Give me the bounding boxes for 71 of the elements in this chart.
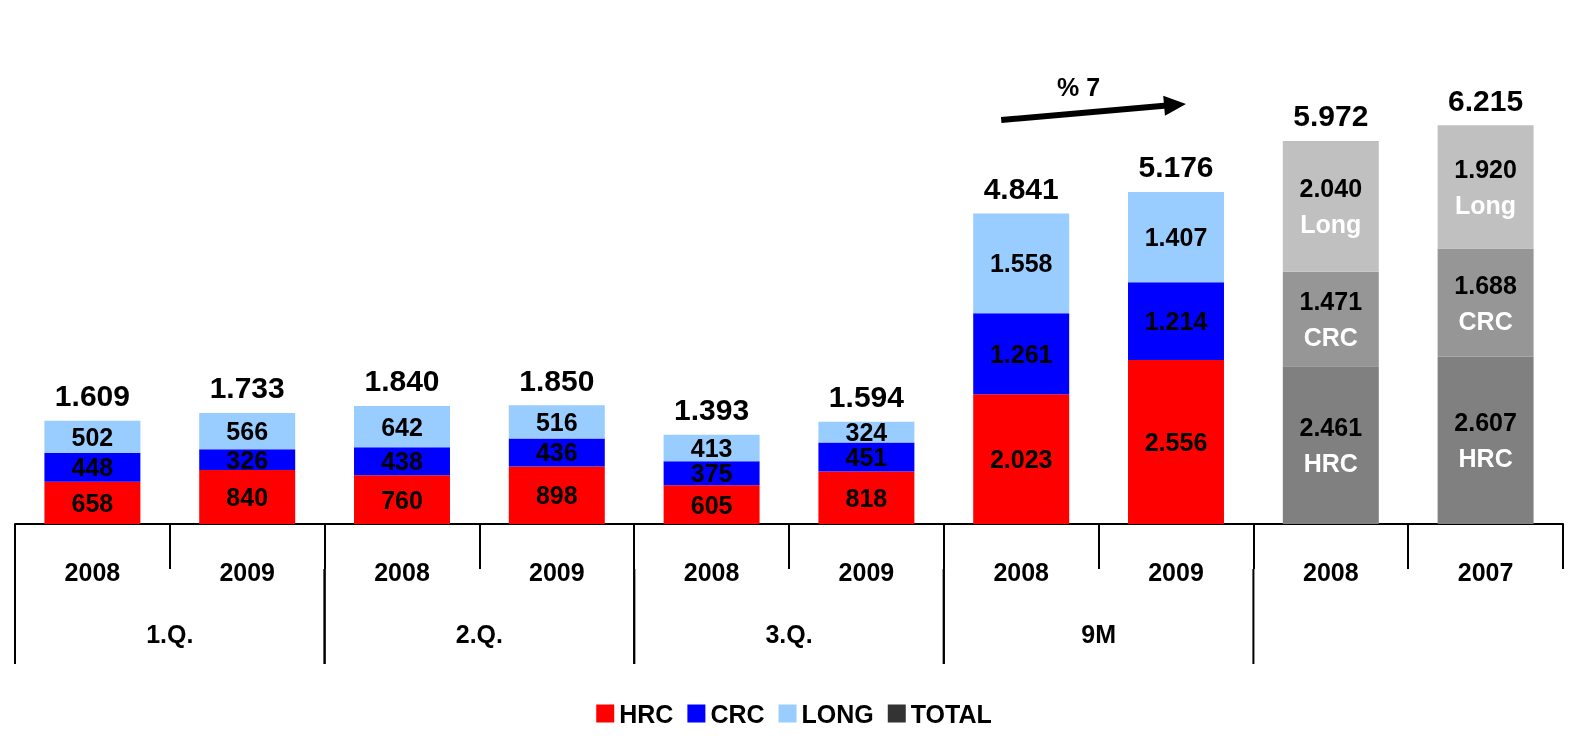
x-tick-label: 2009: [1148, 557, 1204, 586]
data-label: 2.040 Long: [1299, 174, 1363, 239]
bar: [1282, 366, 1379, 524]
data-label: 2.607 HRC: [1454, 408, 1517, 473]
data-label: 1.558: [989, 249, 1053, 278]
x-tick-label: 2008: [1302, 557, 1359, 586]
total-label: 1.733: [209, 371, 285, 405]
bar: [199, 470, 296, 524]
total-label: 1.840: [364, 364, 440, 398]
total-label: 1.393: [674, 393, 750, 427]
x-tick-label: 2009: [528, 557, 585, 586]
total-label: 1.594: [828, 380, 905, 414]
data-label: 438: [381, 447, 423, 476]
data-label: 516: [535, 407, 578, 436]
x-tick-label: 2008: [374, 557, 430, 586]
data-label: 436: [535, 438, 578, 467]
data-label: 2.461 HRC: [1299, 413, 1363, 478]
text: 1.Q.: [146, 620, 194, 648]
legend-label: TOTAL: [910, 699, 992, 728]
data-label: 898: [535, 481, 578, 510]
legend-label: LONG: [801, 699, 874, 728]
total-label: 1.850: [519, 363, 595, 397]
data-label: 760: [381, 485, 423, 514]
legend-label: HRC: [619, 699, 674, 728]
bar: [1437, 356, 1534, 524]
bar: [354, 475, 450, 524]
legend-label: CRC: [710, 699, 765, 728]
x-tick-label: 2007: [1457, 557, 1514, 586]
bar: [1128, 191, 1224, 283]
data-label: 658: [71, 488, 114, 517]
x-tick-label: 2008: [993, 557, 1050, 586]
data-label: 1.407: [1144, 223, 1208, 252]
bar: [973, 313, 1070, 395]
data-label: 2.023: [989, 445, 1053, 474]
bar: [1437, 125, 1534, 249]
bar: [1282, 140, 1379, 272]
data-label: 502: [71, 422, 114, 451]
total-label: 6.215: [1448, 83, 1524, 117]
text: % 7: [1057, 72, 1101, 101]
data-label: 642: [381, 412, 423, 441]
data-label: 2.556: [1144, 428, 1208, 457]
bar: [973, 394, 1070, 524]
data-label: 818: [845, 483, 888, 512]
data-label: 605: [690, 490, 733, 519]
total-label: 5.176: [1138, 150, 1214, 184]
text: 2.Q.: [455, 620, 504, 648]
bar: [973, 213, 1070, 314]
data-label: 840: [226, 483, 269, 512]
bar: [1128, 360, 1224, 524]
text: 9M: [1081, 620, 1116, 648]
total-label: 5.972: [1293, 99, 1369, 133]
text: 3.Q.: [765, 620, 813, 648]
bar: [818, 471, 915, 524]
bar: [508, 466, 605, 524]
total-label: 1.609: [54, 379, 130, 413]
x-tick-label: 2009: [219, 557, 276, 586]
x-tick-label: 2008: [683, 557, 740, 586]
data-label: 1.214: [1144, 307, 1208, 336]
data-label: 566: [226, 417, 269, 446]
data-label: 413: [690, 433, 733, 462]
data-label: 1.471 CRC: [1299, 286, 1363, 351]
data-label: 1.261: [989, 339, 1053, 368]
data-label: 1.688 CRC: [1454, 270, 1517, 335]
data-label: 375: [690, 459, 733, 488]
data-label: 1.920 Long: [1454, 154, 1517, 219]
data-label: 448: [71, 453, 114, 482]
x-tick-label: 2009: [838, 557, 895, 586]
x-tick-label: 2008: [64, 557, 121, 586]
data-label: 326: [226, 445, 269, 474]
total-label: 4.841: [983, 171, 1059, 205]
bar: [1128, 282, 1224, 361]
